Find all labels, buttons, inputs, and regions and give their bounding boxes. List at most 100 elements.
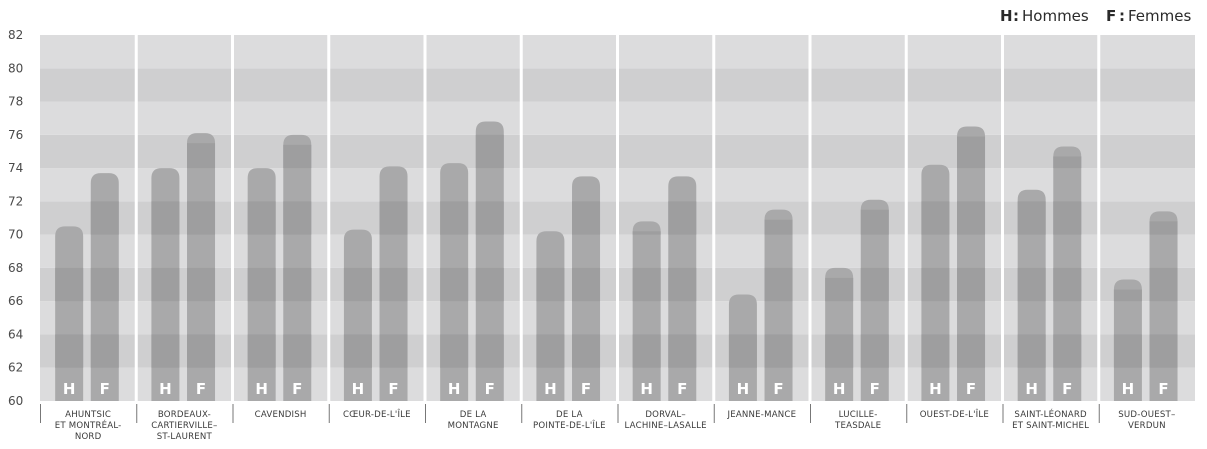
panel-separator bbox=[134, 35, 138, 401]
bar-series-letter: H bbox=[737, 380, 750, 398]
bar-series-letter: H bbox=[544, 380, 557, 398]
bar-stripe bbox=[1053, 201, 1082, 235]
bar-stripe bbox=[957, 201, 986, 235]
bar-series-letter: F bbox=[773, 380, 783, 398]
y-tick-label: 70 bbox=[8, 228, 23, 242]
bar-series-letter: F bbox=[485, 380, 495, 398]
bar-stripe bbox=[957, 334, 986, 368]
y-axis: 60 62 64 66 68 70 72 74 76 78 80 82 bbox=[8, 28, 23, 408]
bar-stripe bbox=[247, 201, 276, 235]
bar-series-letter: F bbox=[100, 380, 110, 398]
bar-series-letter: H bbox=[833, 380, 846, 398]
panel-separator bbox=[616, 35, 619, 401]
bar-series-letter: F bbox=[677, 380, 687, 398]
bar-stripe bbox=[187, 143, 216, 169]
x-category-label: LUCILLE- bbox=[839, 410, 878, 420]
panel-separator bbox=[231, 35, 234, 401]
bar-stripe bbox=[860, 209, 889, 235]
bar-stripe bbox=[572, 201, 601, 235]
legend-separator: : bbox=[1119, 7, 1125, 25]
bar-stripe bbox=[187, 334, 216, 368]
bar-series-letter: F bbox=[1158, 380, 1168, 398]
bar-stripe bbox=[1053, 156, 1082, 169]
bar-stripe bbox=[440, 334, 469, 368]
bar-f bbox=[1149, 211, 1178, 401]
x-category-label: BORDEAUX- bbox=[158, 410, 211, 420]
x-category-label: NORD bbox=[75, 432, 102, 442]
bar-stripe bbox=[860, 267, 889, 302]
bar-stripe bbox=[536, 267, 565, 302]
bar-stripe bbox=[283, 267, 312, 302]
bar-f bbox=[957, 126, 986, 401]
x-category-label: SUD-OUEST– bbox=[1118, 410, 1175, 420]
bar-series-letter: F bbox=[581, 380, 591, 398]
bar-stripe bbox=[343, 334, 372, 368]
y-tick-label: 64 bbox=[8, 327, 23, 341]
x-category-label: CAVENDISH bbox=[255, 410, 307, 420]
bar-series-letter: H bbox=[352, 380, 365, 398]
bar-stripe bbox=[55, 267, 84, 302]
bar-f bbox=[764, 209, 793, 401]
x-category-label: SAINT-LÉONARD bbox=[1014, 408, 1087, 420]
bar-stripe bbox=[247, 334, 276, 368]
x-category-label: CARTIERVILLE– bbox=[151, 421, 217, 431]
bar-stripe bbox=[572, 334, 601, 368]
panel-separator bbox=[1001, 35, 1004, 401]
y-tick-label: 68 bbox=[8, 261, 23, 275]
x-category-label: OUEST-DE-L'ÎLE bbox=[920, 408, 989, 420]
bar-stripe bbox=[668, 334, 697, 368]
bar-stripe bbox=[957, 136, 986, 169]
y-tick-label: 76 bbox=[8, 128, 23, 142]
legend-label: Hommes bbox=[1022, 7, 1089, 25]
bar-stripe bbox=[1113, 289, 1142, 302]
legend-separator: : bbox=[1013, 7, 1019, 25]
bar-stripe bbox=[440, 201, 469, 235]
bar-stripe bbox=[921, 334, 950, 368]
bar-stripe bbox=[921, 201, 950, 235]
panel-separator bbox=[904, 35, 908, 401]
bar-stripe bbox=[1017, 334, 1046, 368]
bar-stripe bbox=[151, 267, 180, 302]
bar-stripe bbox=[283, 201, 312, 235]
panel-separator bbox=[712, 35, 716, 401]
y-tick-label: 60 bbox=[8, 394, 23, 408]
bar-stripe bbox=[475, 201, 504, 235]
y-tick-label: 74 bbox=[8, 161, 23, 175]
bar-series-letter: H bbox=[448, 380, 461, 398]
panel-separator bbox=[327, 35, 331, 401]
x-category-label: VERDUN bbox=[1128, 421, 1166, 431]
bar-stripe bbox=[668, 267, 697, 302]
bar-f bbox=[475, 121, 504, 401]
bar-stripe bbox=[860, 334, 889, 368]
bar-series-letter: F bbox=[196, 380, 206, 398]
bar-stripe bbox=[1149, 334, 1178, 368]
bar-stripe bbox=[283, 334, 312, 368]
bar-stripe bbox=[151, 201, 180, 235]
panel-separator bbox=[1097, 35, 1101, 401]
bar-h bbox=[343, 229, 372, 401]
x-category-label: AHUNTSIC bbox=[65, 410, 111, 420]
y-tick-label: 72 bbox=[8, 194, 23, 208]
bar-series-letter: H bbox=[255, 380, 268, 398]
bar-stripe bbox=[1053, 267, 1082, 302]
x-category-label: TEASDALE bbox=[834, 421, 881, 431]
bar-stripe bbox=[825, 277, 854, 302]
bar-stripe bbox=[1149, 267, 1178, 302]
x-category-label: DE LA bbox=[460, 410, 487, 420]
bar-stripe bbox=[343, 267, 372, 302]
bar-stripe bbox=[55, 334, 84, 368]
bar-stripe bbox=[475, 267, 504, 302]
bar-stripe bbox=[151, 334, 180, 368]
bar-h bbox=[536, 231, 565, 401]
bar-stripe bbox=[764, 334, 793, 368]
bar-h bbox=[55, 226, 84, 401]
bar-stripe bbox=[247, 267, 276, 302]
legend-key: F bbox=[1106, 7, 1116, 25]
bar-series-letter: H bbox=[640, 380, 653, 398]
bar-stripe bbox=[1113, 334, 1142, 368]
bar-series-letter: H bbox=[1122, 380, 1135, 398]
x-category-label: CŒUR-DE-L'ÎLE bbox=[343, 408, 411, 420]
bar-stripe bbox=[475, 334, 504, 368]
bar-stripe bbox=[764, 267, 793, 302]
